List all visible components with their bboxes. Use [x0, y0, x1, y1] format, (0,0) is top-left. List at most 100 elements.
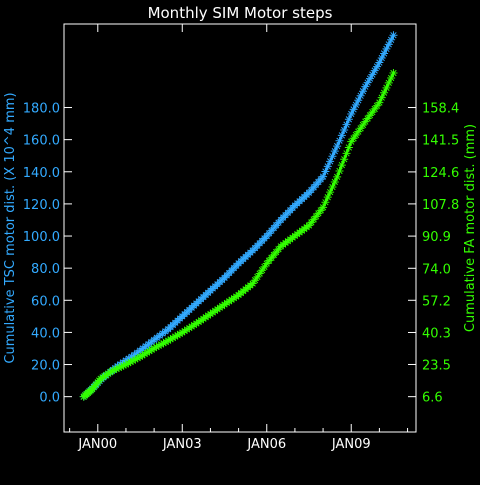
- series-point: [382, 44, 391, 53]
- series-point: [166, 335, 175, 344]
- series-point: [208, 308, 217, 317]
- series-point: [366, 74, 375, 83]
- series-point: [373, 101, 382, 110]
- series-point: [152, 343, 161, 352]
- series-point: [110, 366, 119, 375]
- series-point: [363, 78, 372, 87]
- chart-title: Monthly SIM Motor steps: [148, 4, 333, 22]
- series-layer: [79, 31, 398, 401]
- series-point: [368, 108, 377, 117]
- right-tick-label: 23.5: [422, 358, 451, 373]
- series-point: [117, 362, 126, 371]
- series-point: [116, 360, 125, 369]
- series-point: [337, 161, 346, 170]
- series-point: [380, 49, 389, 58]
- series-point: [194, 317, 203, 326]
- series-point: [143, 348, 152, 357]
- series-point: [328, 152, 337, 161]
- series-point: [354, 96, 363, 105]
- series-point: [178, 328, 187, 337]
- series-point: [124, 354, 133, 363]
- left-tick-label: 40.0: [31, 326, 60, 341]
- series-point: [368, 70, 377, 79]
- series-point: [377, 93, 386, 102]
- series-point: [251, 276, 260, 285]
- series-point: [344, 143, 353, 152]
- series-point: [326, 157, 335, 166]
- series-point: [124, 359, 133, 368]
- series-point: [147, 345, 156, 354]
- series-point: [253, 272, 262, 281]
- right-tick-label: 6.6: [422, 391, 443, 406]
- series-point: [335, 166, 344, 175]
- series-point: [206, 309, 215, 318]
- series-point: [347, 137, 356, 146]
- series-point: [112, 364, 121, 373]
- series-point: [157, 340, 166, 349]
- right-tick-label: 40.3: [422, 326, 451, 341]
- series-point: [389, 69, 398, 78]
- left-tick-label: 100.0: [23, 230, 60, 245]
- left-tick-label: 60.0: [31, 294, 60, 309]
- right-tick-label: 158.4: [422, 102, 459, 117]
- series-point: [370, 104, 379, 113]
- series-point: [161, 337, 170, 346]
- series-point: [380, 88, 389, 97]
- series-point: [340, 155, 349, 164]
- series-point: [358, 120, 367, 129]
- x-tick-label: JAN03: [162, 437, 202, 452]
- x-tick-label: JAN00: [77, 437, 117, 452]
- series-point: [340, 126, 349, 135]
- series-point: [358, 87, 367, 96]
- series-point: [255, 269, 264, 278]
- series-point: [361, 82, 370, 91]
- left-tick-label: 140.0: [23, 166, 60, 181]
- series-point: [323, 162, 332, 171]
- x-tick-label: JAN06: [246, 437, 286, 452]
- left-tick-label: 20.0: [31, 359, 60, 374]
- series-point: [356, 91, 365, 100]
- series-point: [173, 331, 182, 340]
- series-point: [335, 136, 344, 145]
- series-point: [370, 66, 379, 75]
- series-point: [150, 344, 159, 353]
- series-point: [218, 302, 227, 311]
- series-left: [79, 31, 398, 401]
- series-point: [260, 262, 269, 271]
- series-point: [351, 130, 360, 139]
- series-point: [342, 120, 351, 129]
- series-point: [145, 347, 154, 356]
- series-point: [187, 322, 196, 331]
- series-point: [154, 341, 163, 350]
- left-axis-label: Cumulative TSC motor dist. (X 10^4 mm): [3, 92, 18, 363]
- series-point: [258, 266, 267, 275]
- series-point: [164, 336, 173, 345]
- series-point: [342, 149, 351, 158]
- series-point: [366, 111, 375, 120]
- series-point: [168, 333, 177, 342]
- series-point: [321, 167, 330, 176]
- series-point: [337, 131, 346, 140]
- series-point: [180, 326, 189, 335]
- series-point: [389, 31, 398, 40]
- series-point: [121, 360, 130, 369]
- series-point: [133, 354, 142, 363]
- series-point: [213, 305, 222, 314]
- series-point: [138, 351, 147, 360]
- right-tick-label: 90.9: [422, 230, 451, 245]
- series-point: [333, 142, 342, 151]
- plot-frame: [63, 23, 417, 433]
- series-point: [126, 357, 135, 366]
- series-point: [185, 323, 194, 332]
- series-point: [171, 332, 180, 341]
- series-point: [387, 35, 396, 44]
- left-tick-label: 120.0: [23, 198, 60, 213]
- series-point: [225, 297, 234, 306]
- series-point: [127, 352, 136, 361]
- left-tick-label: 80.0: [31, 262, 60, 277]
- series-right: [79, 69, 398, 401]
- series-point: [215, 303, 224, 312]
- right-tick-label: 107.8: [422, 198, 459, 213]
